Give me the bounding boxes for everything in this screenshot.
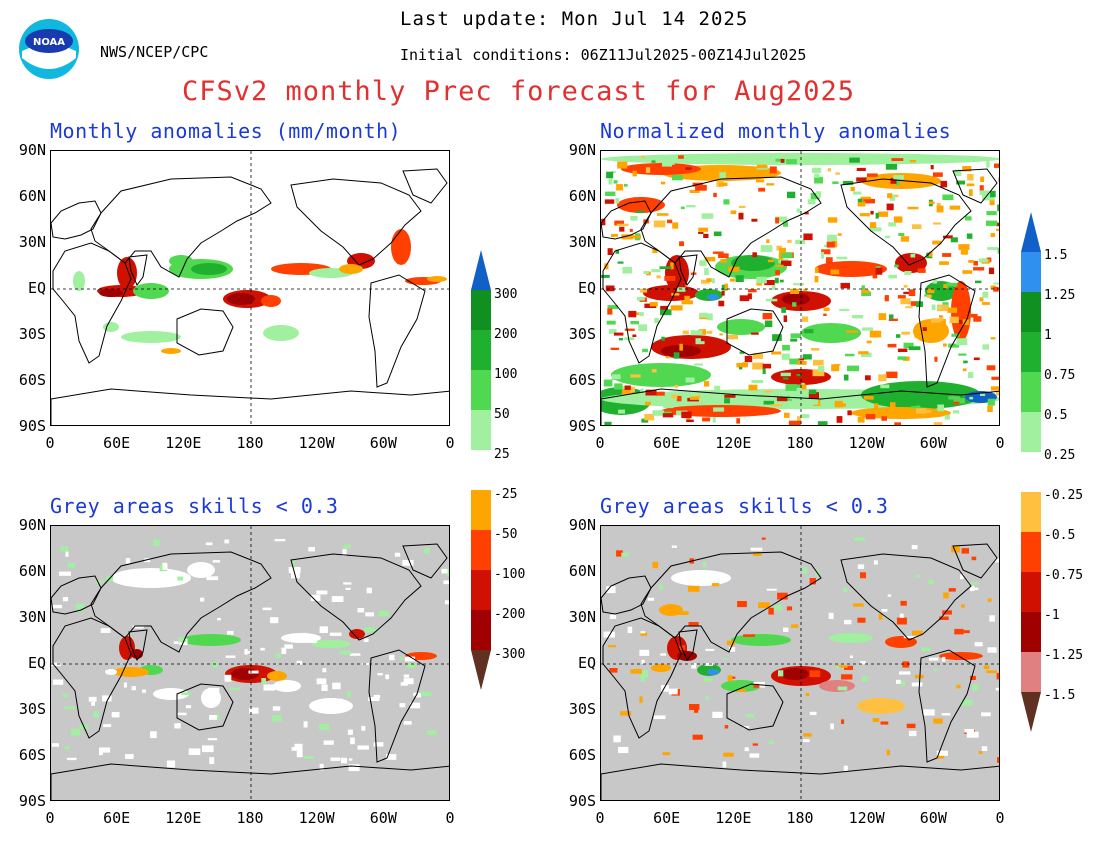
colorbar-label: 100 [494, 367, 518, 382]
lat-label: 60N [568, 187, 596, 205]
colorbar-label: -100 [494, 567, 526, 582]
lat-label: 90N [18, 516, 46, 534]
lat-label: 90S [18, 417, 46, 435]
colorbar-label: 0.25 [1044, 448, 1076, 463]
svg-text:NOAA: NOAA [33, 37, 65, 48]
page-title: CFSv2 monthly Prec forecast for Aug2025 [182, 76, 855, 107]
lat-label: 30S [568, 700, 596, 718]
lon-label: 0 [45, 809, 55, 827]
colorbar-label: 300 [494, 287, 518, 302]
map-panel-skill-normalized [600, 525, 1000, 801]
lon-label: 180 [236, 434, 264, 452]
panel-title-bottom-right: Grey areas skills < 0.3 [600, 494, 889, 518]
colorbar-label: 1.5 [1044, 248, 1068, 263]
lat-label: 30S [18, 325, 46, 343]
lon-label: 60E [653, 434, 681, 452]
colorbar-label: 1.25 [1044, 288, 1076, 303]
panel-title-top-left: Monthly anomalies (mm/month) [50, 119, 402, 143]
lon-label: 60E [103, 434, 131, 452]
lat-label: 90S [568, 792, 596, 810]
lat-label: 60N [18, 562, 46, 580]
lon-label: 60W [369, 809, 397, 827]
initial-conditions-text: Initial conditions: 06Z11Jul2025-00Z14Ju… [400, 46, 807, 64]
lat-label: 30N [568, 608, 596, 626]
org-text: NWS/NCEP/CPC [100, 43, 209, 61]
lon-label: 0 [445, 809, 455, 827]
lon-label: 120W [298, 434, 335, 452]
lon-label: 120E [165, 434, 202, 452]
lon-label: 60W [369, 434, 397, 452]
colorbar-label: 200 [494, 327, 518, 342]
lon-label: 180 [236, 809, 264, 827]
panel-title-top-right: Normalized monthly anomalies [600, 119, 952, 143]
lon-label: 60W [919, 809, 947, 827]
lat-label: 30N [18, 233, 46, 251]
colorbar-label: 0.75 [1044, 368, 1076, 383]
lat-label: 30S [18, 700, 46, 718]
lon-label: 180 [786, 434, 814, 452]
panel-title-bottom-left: Grey areas skills < 0.3 [50, 494, 339, 518]
lon-label: 0 [445, 434, 455, 452]
colorbar-label: 50 [494, 407, 510, 422]
colorbar-label: -0.75 [1044, 568, 1084, 583]
map-panel-anomalies [50, 150, 450, 426]
lat-label: 30N [568, 233, 596, 251]
lat-label: EQ [577, 654, 596, 672]
lat-label: 90N [18, 141, 46, 159]
lon-label: 180 [786, 809, 814, 827]
lon-label: 60E [103, 809, 131, 827]
lon-label: 0 [595, 434, 605, 452]
colorbar-label: -300 [494, 647, 526, 662]
colorbar-label: 0.5 [1044, 408, 1068, 423]
colorbar-label: 1 [1044, 328, 1052, 343]
lat-label: 30S [568, 325, 596, 343]
lon-label: 60E [653, 809, 681, 827]
colorbar-normalized [1021, 212, 1041, 732]
colorbar-label: 25 [494, 447, 510, 462]
lat-label: 60S [568, 371, 596, 389]
last-update-text: Last update: Mon Jul 14 2025 [400, 8, 749, 30]
noaa-logo: NOAA [19, 19, 79, 79]
lat-label: 60S [18, 371, 46, 389]
lat-label: 90S [18, 792, 46, 810]
lat-label: 90S [568, 417, 596, 435]
lat-label: EQ [27, 654, 46, 672]
lon-label: 0 [995, 809, 1005, 827]
colorbar-label: -1.25 [1044, 648, 1084, 663]
colorbar-label: -25 [494, 487, 518, 502]
lat-label: 60S [18, 746, 46, 764]
lat-label: 60N [18, 187, 46, 205]
map-panel-normalized [600, 150, 1000, 426]
lon-label: 120W [848, 809, 885, 827]
lon-label: 60W [919, 434, 947, 452]
lat-label: EQ [577, 279, 596, 297]
lat-label: 60S [568, 746, 596, 764]
colorbar-label: -1.5 [1044, 688, 1076, 703]
lon-label: 120W [298, 809, 335, 827]
lat-label: EQ [27, 279, 46, 297]
colorbar-label: -1 [1044, 608, 1060, 623]
colorbar-label: -0.25 [1044, 488, 1084, 503]
lat-label: 30N [18, 608, 46, 626]
lon-label: 0 [45, 434, 55, 452]
colorbar-anomalies [471, 250, 491, 690]
colorbar-label: -0.5 [1044, 528, 1076, 543]
colorbar-label: -50 [494, 527, 518, 542]
lat-label: 90N [568, 141, 596, 159]
lon-label: 0 [595, 809, 605, 827]
lon-label: 120E [715, 809, 752, 827]
lon-label: 0 [995, 434, 1005, 452]
lon-label: 120E [715, 434, 752, 452]
lon-label: 120E [165, 809, 202, 827]
lat-label: 90N [568, 516, 596, 534]
colorbar-label: -200 [494, 607, 526, 622]
map-panel-skill-anomalies [50, 525, 450, 801]
lat-label: 60N [568, 562, 596, 580]
lon-label: 120W [848, 434, 885, 452]
